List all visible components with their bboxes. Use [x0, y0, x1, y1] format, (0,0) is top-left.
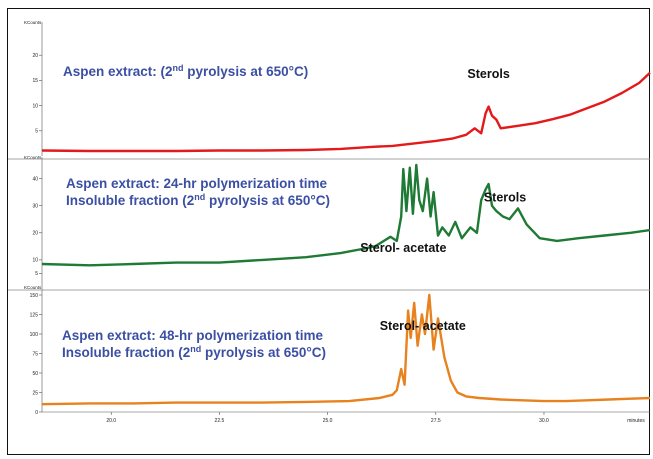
panel-2-title-line-1: Aspen extract: 24-hr polymerization time [66, 176, 328, 191]
annotation-2-2: Sterols [484, 191, 526, 205]
series-line-3 [41, 293, 651, 406]
y-tick-label: 40 [32, 176, 38, 182]
y-tick-label: 100 [30, 332, 39, 338]
y-tick-label: 0 [35, 410, 38, 416]
annotation-3-1: Sterol- acetate [380, 319, 466, 333]
series-line-2 [41, 163, 651, 267]
x-tick-label: 30.0 [539, 418, 549, 424]
panel-2-title-line-2: Insoluble fraction (2nd pyrolysis at 650… [66, 192, 330, 208]
y-unit-label-1: KCounts [24, 20, 42, 25]
y-tick-label: 150 [30, 293, 39, 299]
panel-3-title-line-2: Insoluble fraction (2nd pyrolysis at 650… [62, 344, 326, 360]
y-tick-label: 50 [32, 371, 38, 377]
y-tick-label: 30 [32, 203, 38, 209]
x-unit-label: minutes [627, 418, 645, 424]
panel-3-title-line-1: Aspen extract: 48-hr polymerization time [62, 328, 324, 343]
annotation-2-1: Sterol- acetate [360, 241, 446, 255]
figure-frame [7, 8, 650, 455]
x-tick-label: 20.0 [106, 418, 116, 424]
x-tick-label: 25.0 [323, 418, 333, 424]
x-tick-label: 22.5 [215, 418, 225, 424]
y-tick-label: 15 [32, 78, 38, 84]
y-unit-label-3: KCounts [24, 285, 42, 290]
series-line-1 [41, 71, 651, 153]
y-tick-label: 5 [35, 271, 38, 277]
chart-panel-2: KCounts 5 10 20 30 40 Aspen extract: 24-hr pol… [24, 155, 651, 287]
y-tick-label: 20 [32, 53, 38, 59]
y-tick-label: 75 [32, 351, 38, 357]
y-tick-label: 20 [32, 231, 38, 237]
chart-panel-1: KCounts 5 10 15 20 Aspen extract: (2nd pyroly… [24, 20, 651, 156]
annotation-1-1: Sterols [467, 67, 509, 81]
y-tick-label: 10 [32, 258, 38, 264]
y-unit-label-2: KCounts [24, 155, 42, 160]
y-tick-label: 125 [30, 312, 39, 318]
panel-1-title-line-1: Aspen extract: (2nd pyrolysis at 650°C) [63, 63, 308, 79]
y-tick-label: 5 [35, 129, 38, 135]
chart-panel-3: KCounts 0 25 50 75 100 125 150 Aspen extract: 48… [24, 285, 651, 424]
x-tick-label: 27.5 [431, 418, 441, 424]
y-tick-label: 10 [32, 103, 38, 109]
y-tick-label: 25 [32, 390, 38, 396]
